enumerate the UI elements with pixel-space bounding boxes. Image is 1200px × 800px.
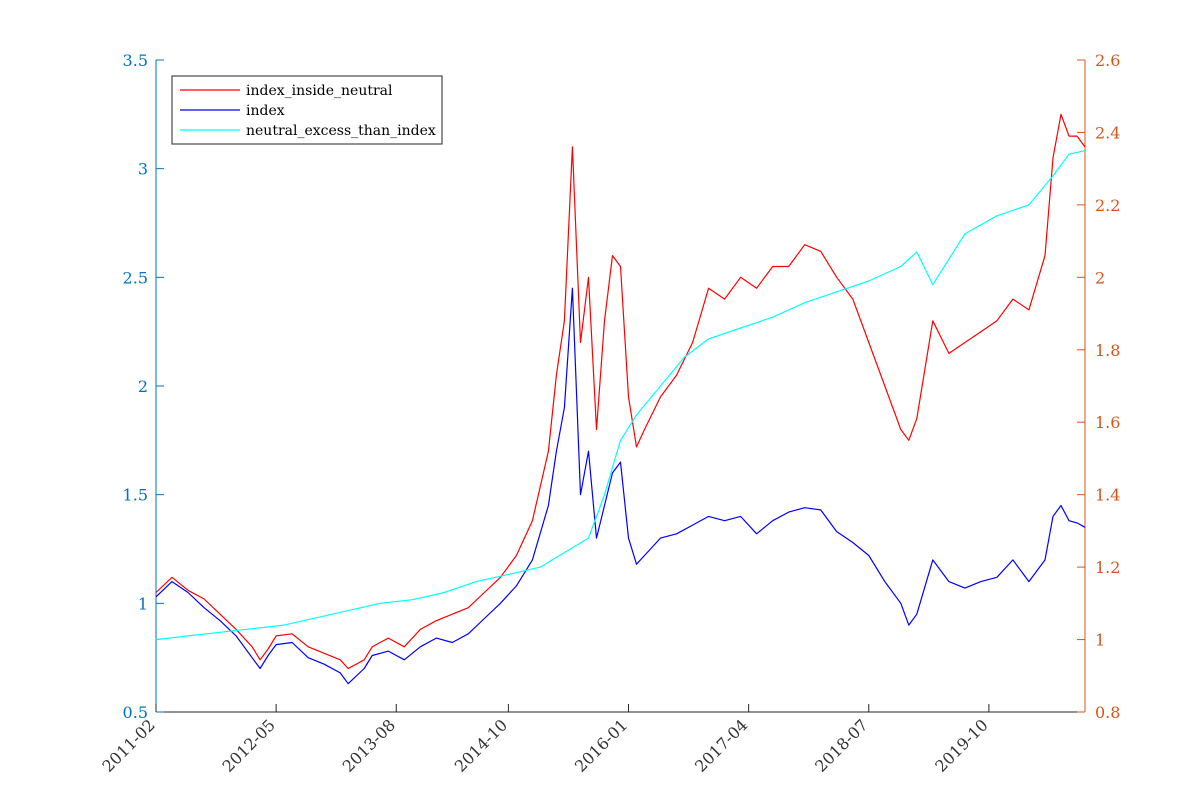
right-tick-label: 2 xyxy=(1095,268,1105,287)
right-tick-label: 1.4 xyxy=(1095,486,1120,505)
legend-label: index xyxy=(246,103,285,119)
right-tick-label: 2.2 xyxy=(1095,196,1120,215)
legend-label: neutral_excess_than_index xyxy=(246,123,436,139)
x-tick-label: 2012-05 xyxy=(219,715,279,775)
left-tick-label: 3 xyxy=(138,160,148,179)
series-line-index xyxy=(155,287,1086,685)
x-tick-label: 2014-10 xyxy=(451,715,511,775)
series-line-neutral-excess-than-index xyxy=(155,150,1086,641)
x-tick-label: 2017-04 xyxy=(691,715,751,775)
x-tick-label: 2011-02 xyxy=(98,715,158,775)
left-tick-label: 2 xyxy=(138,377,148,396)
left-tick-label: 1 xyxy=(138,594,148,613)
right-tick-label: 2.4 xyxy=(1095,123,1120,142)
x-tick-label: 2019-10 xyxy=(931,715,991,775)
left-tick-label: 2.5 xyxy=(123,268,148,287)
x-tick-label: 2013-08 xyxy=(339,715,399,775)
right-tick-label: 1.8 xyxy=(1095,341,1120,360)
right-tick-label: 1.2 xyxy=(1095,558,1120,577)
x-tick-label: 2016-01 xyxy=(571,715,631,775)
series-lines xyxy=(155,113,1086,685)
left-tick-label: 0.5 xyxy=(123,703,148,722)
right-tick-label: 0.8 xyxy=(1095,703,1120,722)
axes: 0.5 1 1.5 2 2.5 3 3.5 0.8 1 1.2 1.4 1.6 1.8 2 2.2 2.4 2.… xyxy=(98,51,1120,776)
left-tick-label: 1.5 xyxy=(123,486,148,505)
legend-label: index_inside_neutral xyxy=(246,83,393,99)
series-line-index-inside-neutral xyxy=(155,113,1086,670)
right-tick-label: 2.6 xyxy=(1095,51,1120,70)
left-tick-label: 3.5 xyxy=(123,51,148,70)
x-tick-label: 2018-07 xyxy=(811,715,871,775)
right-tick-label: 1.6 xyxy=(1095,413,1120,432)
right-tick-label: 1 xyxy=(1095,631,1105,650)
